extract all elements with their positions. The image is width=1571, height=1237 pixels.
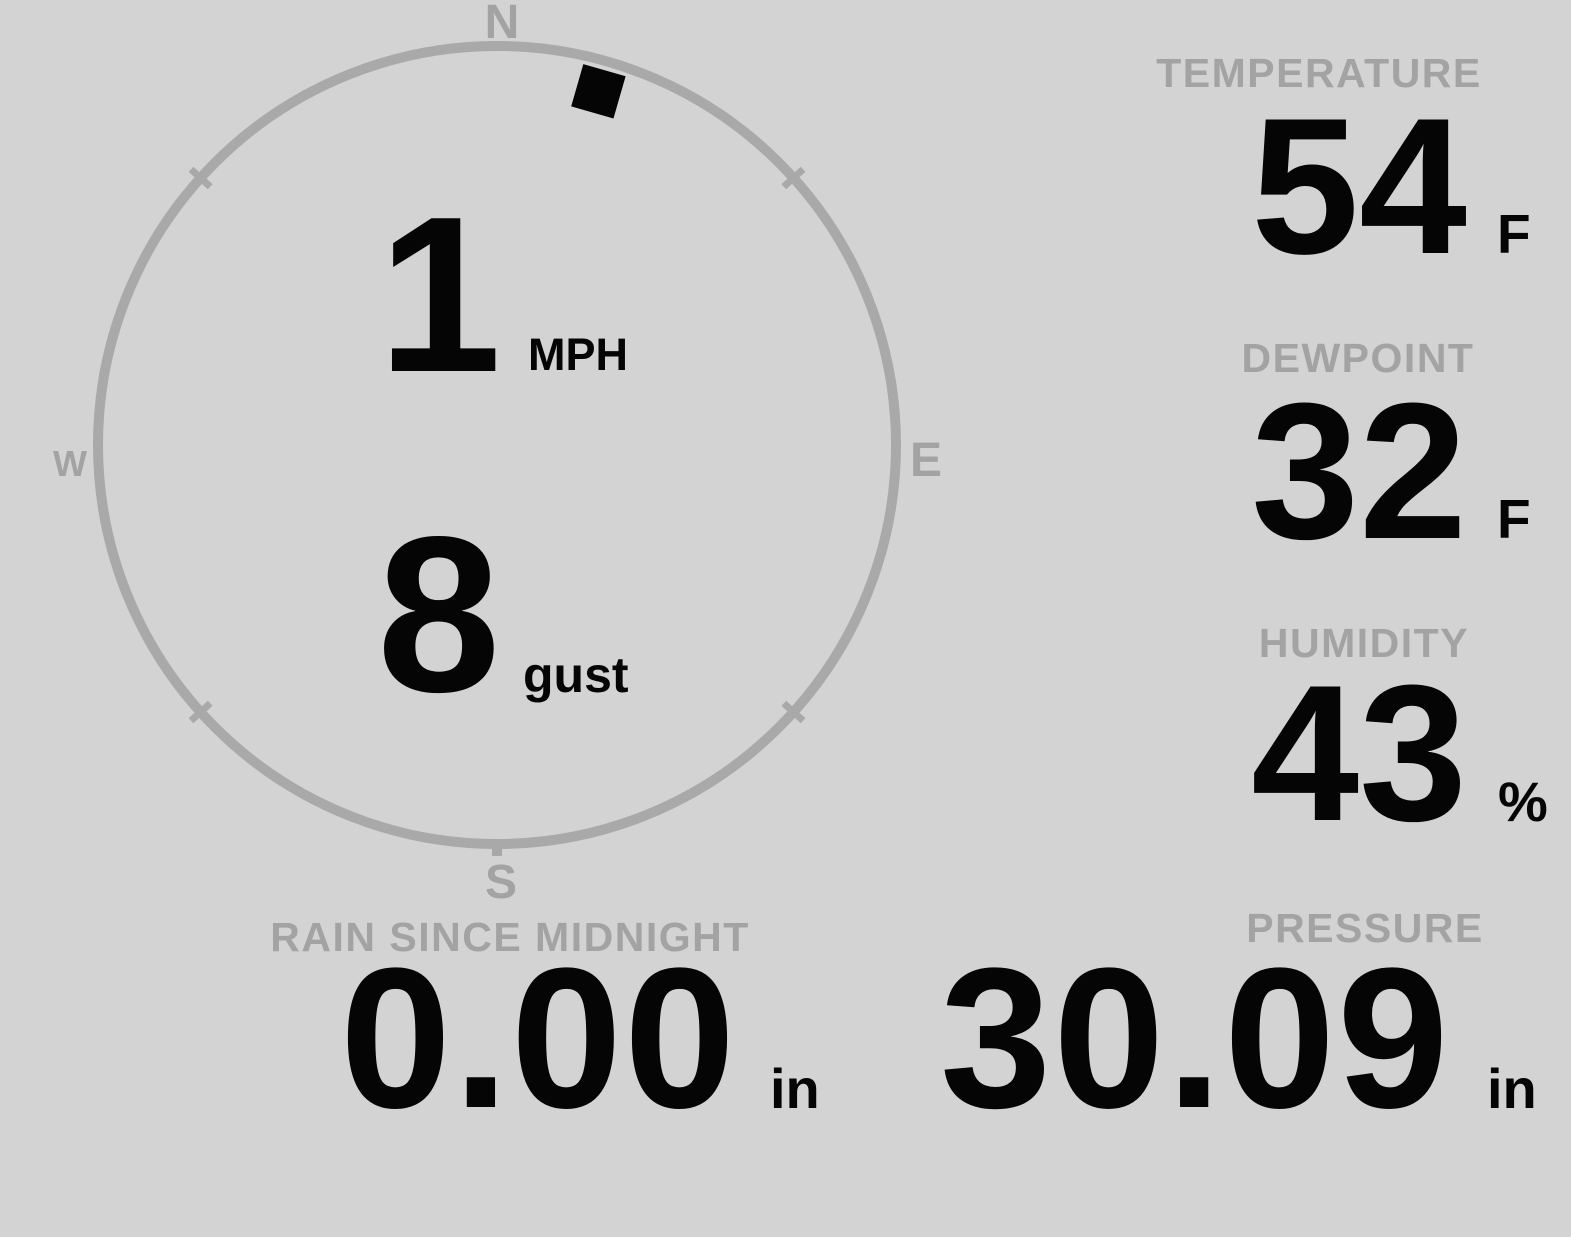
dewpoint-unit: F xyxy=(1497,488,1531,550)
rain-since-midnight-label: RAIN SINCE MIDNIGHT xyxy=(270,914,750,960)
compass-label-north: N xyxy=(484,0,520,49)
compass-tick-sw xyxy=(188,700,213,724)
rain-since-midnight-unit: in xyxy=(770,1057,820,1120)
wind-speed-value: 1 xyxy=(378,171,502,419)
pressure-unit: in xyxy=(1487,1057,1537,1120)
compass-label-east: E xyxy=(909,434,943,487)
wind-compass xyxy=(93,41,901,856)
humidity-unit: % xyxy=(1498,770,1548,833)
compass-label-west: W xyxy=(53,443,87,484)
temperature-label: TEMPERATURE xyxy=(1156,50,1482,96)
wind-speed-unit: MPH xyxy=(528,329,628,380)
wind-direction-marker xyxy=(571,64,626,119)
compass-tick-nw xyxy=(188,166,213,190)
wind-gust-unit: gust xyxy=(523,647,629,703)
wind-gust-value: 8 xyxy=(377,491,501,739)
rain-since-midnight-value: 0.00 xyxy=(340,927,738,1150)
dewpoint-label: DEWPOINT xyxy=(1241,335,1475,381)
humidity-label: HUMIDITY xyxy=(1258,620,1470,666)
temperature-unit: F xyxy=(1497,203,1531,265)
compass-label-south: S xyxy=(484,856,518,909)
dewpoint-value: 32 xyxy=(1251,363,1467,580)
compass-tick-ne xyxy=(781,166,806,190)
pressure-label: PRESSURE xyxy=(1246,905,1484,951)
pressure-value: 30.09 xyxy=(940,927,1451,1150)
humidity-value: 43 xyxy=(1251,645,1467,862)
compass-tick-se xyxy=(781,700,806,724)
temperature-value: 54 xyxy=(1251,78,1467,295)
